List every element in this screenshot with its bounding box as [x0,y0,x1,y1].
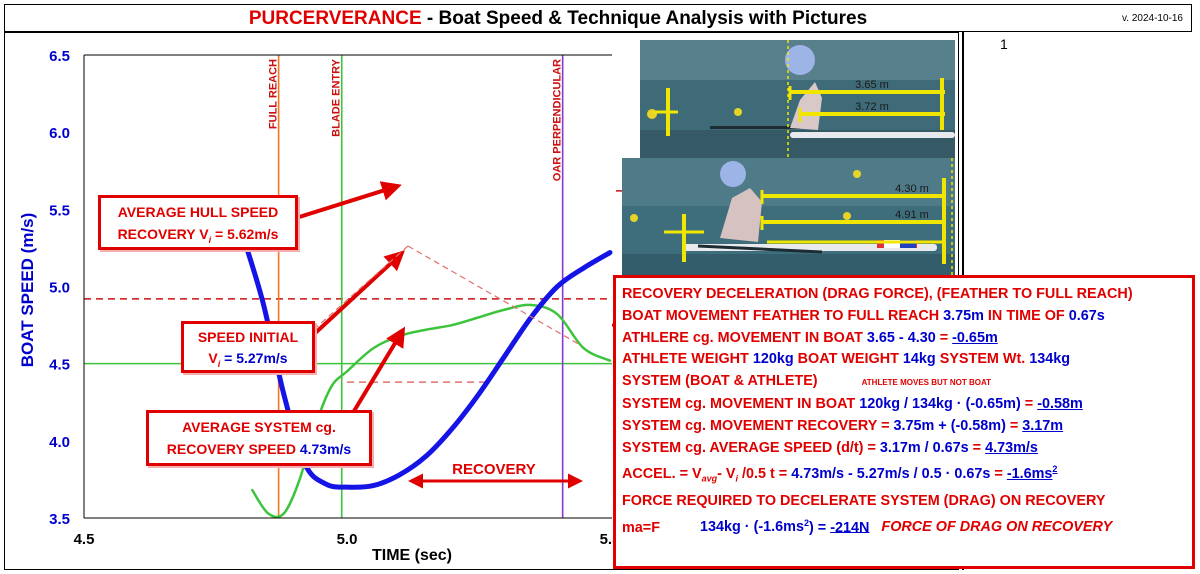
y-tick-label-5: 6.0 [49,125,70,142]
axes [83,54,612,519]
deceleration-guide-2 [301,245,409,341]
reference-label-2: OAR PERPENDICULAR [552,59,564,181]
y-tick-label-0: 3.5 [49,511,70,528]
rowing-photo-bottom: 4.30 m 4.91 m [622,158,955,276]
photo-bottom-measure-1: 4.30 m [895,183,929,195]
system-speed-line1: AVERAGE SYSTEM cg. [182,419,336,435]
system-speed-line2: RECOVERY SPEED 4.73m/s [166,441,352,457]
info-line-2: BOAT MOVEMENT FEATHER TO FULL REACH 3.75… [622,307,1105,324]
initial-speed-line1: SPEED INITIAL [197,329,299,345]
hull-speed-line2: RECOVERY Vi = 5.62m/s [117,226,279,245]
info-line-6: SYSTEM cg. MOVEMENT IN BOAT 120kg / 134k… [622,395,1083,412]
info-line-4: ATHLETE WEIGHT 120kg BOAT WEIGHT 14kg SY… [622,351,1071,368]
title-text: - Boat Speed & Technique Analysis with P… [421,8,868,29]
athlete-head-marker [785,45,815,75]
recovery-label: RECOVERY [452,461,536,478]
photo-top-image: 3.65 m 3.72 m [640,40,955,158]
y-axis-title: BOAT SPEED (m/s) [18,213,37,368]
info-line-5: SYSTEM (BOAT & ATHLETE) ATHLETE MOVES BUT… [622,373,992,390]
initial-speed-arrow [310,250,405,338]
right-strip-mark: 1 [1000,36,1008,52]
photo-bottom-measure-2: 4.91 m [895,209,929,221]
title-bar: PURCERVERANCE - Boat Speed & Technique A… [4,4,1192,32]
y-tick-label-6: 6.5 [49,48,70,65]
initial-speed-callout: SPEED INITIAL Vi = 5.27m/s [181,321,315,373]
photo-top-measure-1: 3.65 m [855,79,889,91]
y-tick-label-4: 5.5 [49,202,70,219]
x-tick-label-1: 5.0 [337,531,358,548]
initial-speed-line2: Vi = 5.27m/s [208,350,288,369]
hull-speed-line1: AVERAGE HULL SPEED [117,204,279,220]
page-title: PURCERVERANCE - Boat Speed & Technique A… [5,8,1111,30]
x-axis-title: TIME (sec) [372,547,452,564]
brand-name: PURCERVERANCE [248,8,422,29]
system-speed-callout: AVERAGE SYSTEM cg. RECOVERY SPEED 4.73m/… [146,410,372,466]
hull-speed-arrow [295,181,402,220]
info-line-8: SYSTEM cg. AVERAGE SPEED (d/t) = 3.17m /… [622,439,1038,456]
reference-label-0: FULL REACH [268,59,280,129]
rowing-photo-top: 3.65 m 3.72 m [640,40,955,158]
hull-speed-callout: AVERAGE HULL SPEED RECOVERY Vi = 5.62m/s [98,195,298,250]
photo-top-measure-2: 3.72 m [855,101,889,113]
deceleration-guide-1 [407,245,583,347]
y-tick-label-3: 5.0 [49,280,70,297]
info-line-10: FORCE REQUIRED TO DECELERATE SYSTEM (DRA… [622,492,1106,509]
x-tick-label-0: 4.5 [74,531,95,548]
version-label: v. 2024-10-16 [1122,13,1183,24]
y-tick-label-1: 4.0 [49,434,70,451]
info-line-7: SYSTEM cg. MOVEMENT RECOVERY = 3.75m + (… [622,417,1064,434]
photo-bottom-image: 4.30 m 4.91 m [622,158,955,276]
reference-label-1: BLADE ENTRY [331,58,343,136]
info-line-9: ACCEL. = Vavg- Vi /0.5 t = 4.73m/s - 5.2… [622,464,1058,485]
info-line-11: ma=F 134kg · (-1.6ms2) = -214N FORCE OF DR… [622,517,1113,536]
boat-speed-line [239,229,613,490]
info-line-3: ATHLERE cg. MOVEMENT IN BOAT 3.65 - 4.30… [622,329,998,346]
drag-calculation-panel: RECOVERY DECELERATION (DRAG FORCE), (FEA… [613,275,1195,569]
info-line-1: RECOVERY DECELERATION (DRAG FORCE), (FEA… [622,286,1133,302]
athlete-head-marker-2 [720,161,746,187]
y-tick-label-2: 4.5 [49,357,70,374]
